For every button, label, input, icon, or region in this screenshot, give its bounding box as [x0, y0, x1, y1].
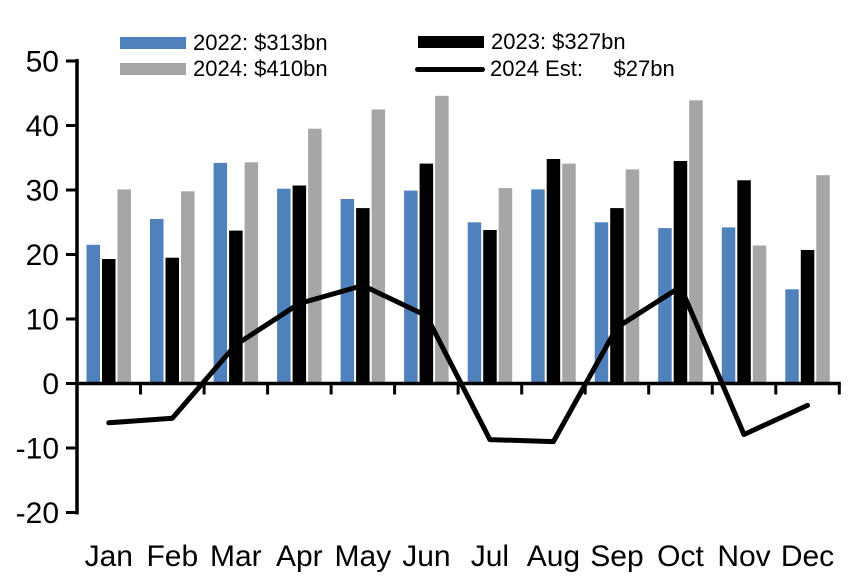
bar-2022-mar — [213, 162, 228, 384]
x-tick-label-may: May — [335, 540, 392, 573]
x-tick-label-jun: Jun — [402, 540, 450, 573]
bar-2023-sep — [610, 208, 624, 384]
bar-2024-apr — [308, 128, 322, 384]
bar-2024-jul — [498, 188, 513, 384]
bar-2023-jul — [483, 230, 497, 384]
legend-item-2024-est: 2024 Est: $27bn — [415, 56, 675, 82]
bar-2023-oct — [673, 161, 688, 384]
x-tick-label-sep: Sep — [590, 540, 643, 573]
bar-2024-aug — [562, 163, 576, 384]
legend-label-2024: 2024: $410bn — [193, 56, 328, 81]
x-tick-label-oct: Oct — [657, 540, 704, 573]
bar-2023-feb — [165, 257, 179, 384]
y-tick-label: 40 — [26, 110, 59, 143]
bar-2022-nov — [721, 227, 736, 384]
bar-2024-nov — [752, 245, 767, 384]
x-tick-label-apr: Apr — [276, 540, 323, 573]
legend-item-2024: 2024: $410bn — [120, 56, 328, 82]
line-2024-est — [106, 283, 810, 445]
legend-label-2022: 2022: $313bn — [193, 30, 328, 55]
y-tick-label: -10 — [16, 433, 59, 466]
bar-2022-feb — [150, 219, 164, 384]
legend-item-2022: 2022: $313bn — [120, 30, 328, 56]
bar-2022-sep — [594, 222, 609, 384]
bar-2022-jan — [86, 244, 100, 384]
y-tick-label: 50 — [26, 46, 59, 79]
bar-2022-oct — [658, 228, 672, 384]
x-tick-label-dec: Dec — [781, 540, 834, 573]
legend-swatch-2023 — [418, 36, 484, 48]
bar-2023-aug — [546, 159, 561, 384]
bar-2023-mar — [229, 230, 243, 384]
bar-2023-jun — [419, 163, 434, 384]
bar-2022-apr — [277, 188, 291, 384]
x-tick-label-mar: Mar — [210, 540, 262, 573]
bar-2024-jun — [435, 95, 449, 384]
bar-2024-mar — [244, 162, 259, 384]
bar-2024-sep — [625, 169, 640, 384]
y-tick-label: 20 — [26, 239, 59, 272]
bar-2022-aug — [531, 189, 545, 384]
legend-item-2023: 2023: $327bn — [418, 29, 626, 55]
bar-2022-jul — [467, 222, 482, 384]
x-tick-label-jul: Jul — [471, 540, 509, 573]
y-tick-label: -20 — [16, 497, 59, 530]
legend: 2022: $313bn 2023: $327bn 2024: $410bn 2… — [0, 0, 852, 90]
bar-2024-feb — [181, 191, 195, 384]
y-tick-label: 10 — [26, 304, 59, 337]
x-tick-label-nov: Nov — [717, 540, 770, 573]
bar-2023-apr — [292, 185, 307, 384]
bar-2024-dec — [816, 175, 830, 384]
legend-line-swatch-2024-est — [415, 66, 485, 72]
x-tick-label-feb: Feb — [146, 540, 198, 573]
legend-swatch-2024 — [120, 63, 186, 75]
bar-2024-jan — [117, 189, 131, 384]
bar-2024-oct — [689, 100, 703, 384]
y-tick-label: 0 — [42, 368, 59, 401]
legend-label-2024-est: 2024 Est: $27bn — [490, 56, 675, 81]
y-tick-label: 30 — [26, 175, 59, 208]
bar-2022-jun — [404, 190, 418, 384]
bar-2023-nov — [737, 180, 751, 384]
x-tick-label-jan: Jan — [85, 540, 133, 573]
bar-2023-dec — [800, 250, 815, 384]
bar-2023-jan — [102, 259, 116, 384]
bar-2023-may — [356, 208, 370, 384]
bar-2022-dec — [785, 289, 799, 384]
legend-swatch-2022 — [120, 37, 186, 49]
x-tick-label-aug: Aug — [527, 540, 580, 573]
legend-label-2023: 2023: $327bn — [491, 29, 626, 54]
bar-2024-may — [371, 109, 386, 384]
